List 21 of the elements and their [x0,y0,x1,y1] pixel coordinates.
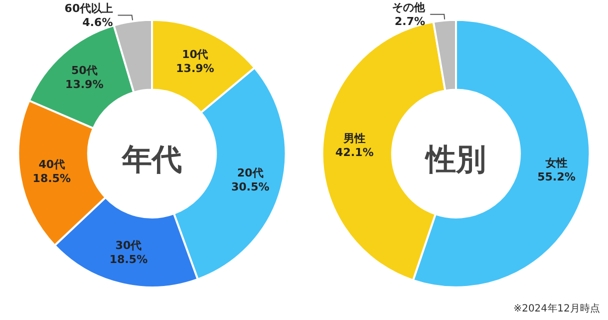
slice-label: 10代 [182,48,208,61]
data-label: 13.9% [65,78,104,91]
data-label: 30.5% [231,180,270,194]
slice-label: 40代 [38,158,65,171]
data-label: 2.7% [394,14,426,28]
slice-label: 20代 [237,166,264,180]
data-label: 4.6% [82,16,113,29]
data-label: 13.9% [176,62,214,75]
slice-label: その他 [392,0,426,14]
slice-label: 女性 [544,156,568,170]
slice-label: 50代 [71,64,98,77]
slice-label: 60代以上 [64,2,113,15]
data-label: 42.1% [335,146,374,160]
text: ※2024年12月時点 [513,302,600,314]
slice-label: 30代 [115,239,142,252]
data-label: 18.5% [32,172,71,185]
text: 性別 [424,142,486,178]
data-label: 55.2% [537,170,576,184]
text: 年代 [121,142,182,178]
slice-label: 男性 [342,132,366,146]
data-label: 18.5% [109,253,148,266]
